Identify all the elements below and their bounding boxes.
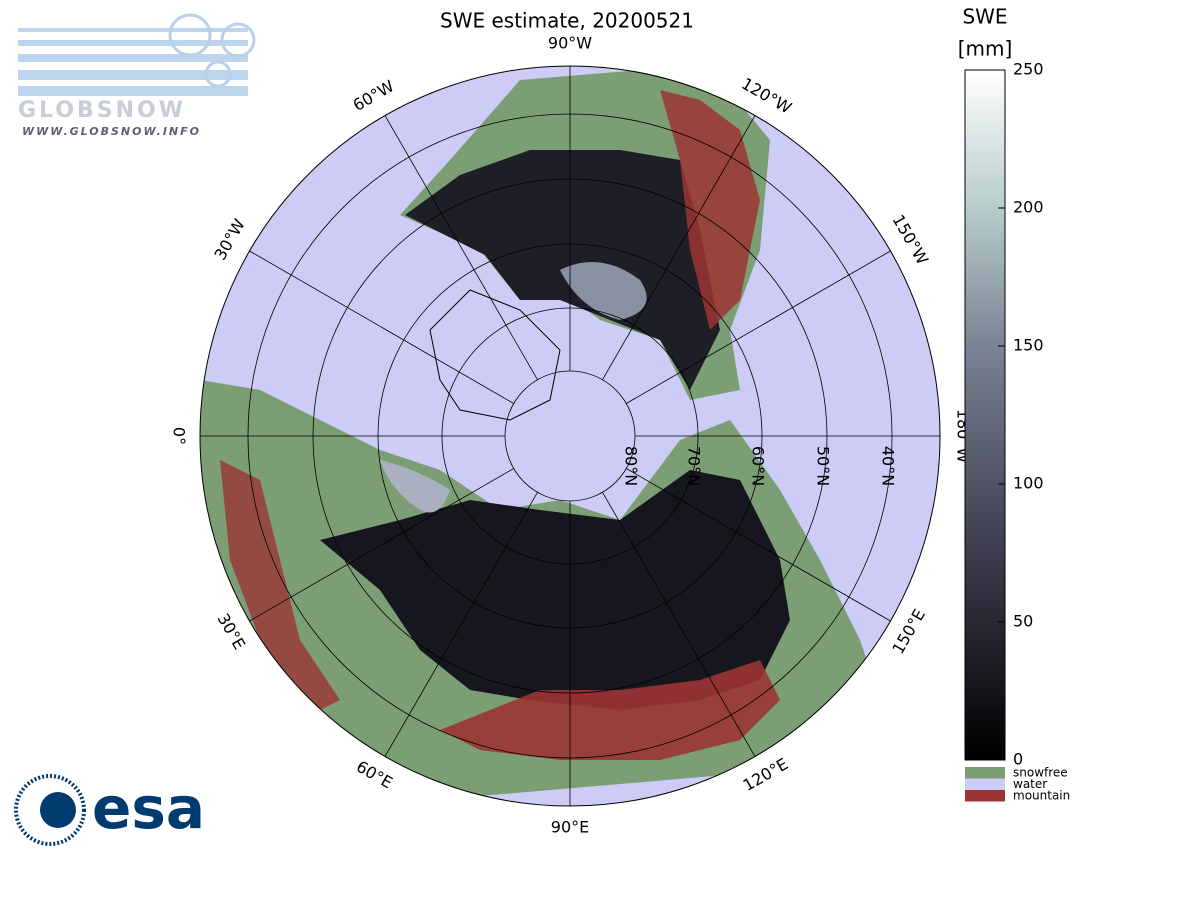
- meridian: [626, 468, 891, 622]
- esa-logo: esa: [14, 774, 205, 846]
- meridian: [626, 250, 891, 404]
- colorbar-tick-label: 200: [1013, 198, 1044, 217]
- globsnow-logo: GLOBSNOW WWW.GLOBSNOW.INFO: [18, 13, 256, 138]
- legend-label: mountain: [1013, 789, 1070, 803]
- longitude-label: 30°E: [214, 610, 250, 653]
- latitude-label: 60°N: [749, 446, 768, 486]
- colorbar-tick-label: 50: [1013, 612, 1033, 631]
- esa-name: esa: [92, 774, 205, 842]
- meridian: [249, 468, 514, 622]
- legend-label: snowfree: [1013, 766, 1068, 780]
- longitude-label: 60°E: [353, 757, 396, 793]
- meridian: [602, 115, 756, 380]
- latitude-label: 70°N: [685, 446, 704, 486]
- longitude-label: 60°W: [350, 76, 398, 115]
- colorbar-tick-label: 150: [1013, 336, 1044, 355]
- latitude-label: 40°N: [879, 446, 898, 486]
- meridian: [384, 115, 538, 380]
- legend-label: water: [1013, 777, 1047, 791]
- colorbar: SWE [mm] 0 50 100 150 200 250 snowfreewatermou…: [958, 5, 1071, 803]
- meridian: [249, 250, 514, 404]
- legend-swatch: [965, 778, 1005, 790]
- colorbar-scale: [964, 69, 1006, 761]
- globsnow-name: GLOBSNOW: [18, 98, 186, 123]
- colorbar-tick-label: 250: [1013, 60, 1044, 79]
- map: 0°30°E60°E90°E120°E150°E180°W150°W120°W9…: [170, 34, 973, 837]
- colorbar-label: SWE: [962, 5, 1007, 29]
- longitude-label: 30°W: [210, 215, 249, 263]
- longitude-label: 0°: [170, 427, 189, 445]
- longitude-label: 90°W: [548, 34, 592, 53]
- map-title: SWE estimate, 20200521: [440, 9, 694, 33]
- land: [200, 70, 900, 806]
- legend-swatch: [965, 767, 1005, 779]
- meridian: [602, 492, 756, 757]
- colorbar-tick-label: 100: [1013, 474, 1044, 493]
- latitude-label: 50°N: [814, 446, 833, 486]
- colorbar-tick-label: 0: [1013, 750, 1023, 769]
- colorbar-unit: [mm]: [958, 37, 1013, 61]
- legend-swatch: [965, 790, 1005, 802]
- latitude-label: 80°N: [622, 446, 641, 486]
- longitude-label: 90°E: [551, 818, 589, 837]
- globsnow-url: WWW.GLOBSNOW.INFO: [22, 125, 201, 138]
- meridian: [384, 492, 538, 757]
